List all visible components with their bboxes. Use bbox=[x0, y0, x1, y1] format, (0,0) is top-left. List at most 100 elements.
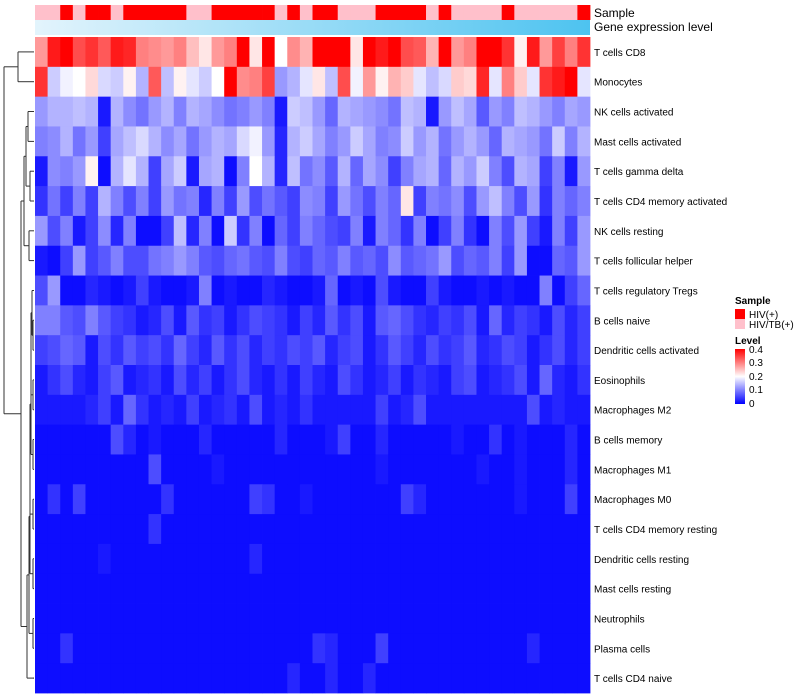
heatmap-cell bbox=[375, 394, 389, 426]
heatmap-cell bbox=[362, 37, 376, 68]
heatmap-cell bbox=[312, 424, 326, 455]
heatmap-cell bbox=[552, 424, 566, 455]
heatmap-cell bbox=[337, 603, 351, 634]
heatmap-cell bbox=[236, 245, 250, 276]
heatmap-cell bbox=[287, 215, 301, 247]
heatmap-cell bbox=[325, 305, 339, 336]
heatmap-cell bbox=[211, 186, 225, 217]
heatmap-cell bbox=[35, 573, 49, 604]
heatmap-cell bbox=[501, 543, 515, 575]
heatmap-cell bbox=[60, 335, 74, 366]
heatmap-cell bbox=[463, 126, 477, 157]
sample-annotation-cell bbox=[577, 5, 591, 20]
heatmap-cell bbox=[400, 215, 414, 247]
heatmap-cell bbox=[312, 96, 326, 127]
heatmap-cell bbox=[211, 394, 225, 426]
level-tick-0-2: 0.2 bbox=[749, 372, 763, 383]
heatmap-cell bbox=[312, 514, 326, 545]
heatmap-cell bbox=[539, 66, 553, 98]
heatmap-cell bbox=[224, 96, 238, 127]
sample-annotation-cell bbox=[236, 5, 250, 20]
heatmap-cell bbox=[463, 454, 477, 485]
heatmap-cell bbox=[451, 96, 465, 127]
heatmap-cell bbox=[451, 156, 465, 187]
heatmap-cell bbox=[98, 514, 112, 545]
heatmap-cell bbox=[312, 215, 326, 247]
heatmap-cell bbox=[501, 66, 515, 98]
heatmap-cell bbox=[35, 424, 49, 455]
heatmap-cell bbox=[438, 633, 452, 664]
heatmap-cell bbox=[135, 245, 149, 276]
row-dendrogram bbox=[3, 51, 34, 679]
heatmap-cell bbox=[463, 514, 477, 545]
heatmap-cell bbox=[35, 126, 49, 157]
sample-legend-swatch-hivtb bbox=[735, 319, 745, 329]
heatmap-cell bbox=[148, 66, 162, 98]
heatmap-cell bbox=[123, 424, 137, 455]
heatmap-cell bbox=[224, 514, 238, 545]
heatmap-cell bbox=[123, 514, 137, 545]
heatmap-cell bbox=[236, 514, 250, 545]
heatmap-cell bbox=[325, 215, 339, 247]
heatmap-cell bbox=[463, 543, 477, 575]
heatmap-cell bbox=[186, 245, 200, 276]
heatmap-cell bbox=[489, 454, 503, 485]
heatmap-cell bbox=[47, 394, 61, 426]
heatmap-cell bbox=[514, 96, 528, 127]
heatmap-cell bbox=[224, 305, 238, 336]
heatmap-cell bbox=[72, 663, 86, 694]
heatmap-cell bbox=[274, 245, 288, 276]
heatmap-cell bbox=[400, 424, 414, 455]
sample-annotation-cell bbox=[476, 5, 490, 20]
heatmap-cell bbox=[135, 633, 149, 664]
heatmap-cell bbox=[35, 514, 49, 545]
level-legend-title: Level bbox=[735, 336, 761, 347]
heatmap-cell bbox=[337, 335, 351, 366]
heatmap-cell bbox=[325, 365, 339, 396]
heatmap-cell bbox=[577, 394, 591, 426]
sample-annotation-cell bbox=[35, 5, 49, 20]
sample-annotation-cell bbox=[325, 5, 339, 20]
heatmap-cell bbox=[426, 424, 440, 455]
heatmap-cell bbox=[110, 365, 124, 396]
heatmap-cell bbox=[476, 663, 490, 694]
heatmap-cell bbox=[47, 66, 61, 98]
heatmap-cell bbox=[161, 633, 175, 664]
heatmap-cell bbox=[186, 603, 200, 634]
heatmap-cell bbox=[552, 275, 566, 306]
heatmap-cell bbox=[577, 633, 591, 664]
heatmap-cell bbox=[451, 514, 465, 545]
heatmap-cell bbox=[438, 215, 452, 247]
heatmap-cell bbox=[47, 633, 61, 664]
heatmap-cell bbox=[526, 215, 540, 247]
heatmap-cell bbox=[501, 335, 515, 366]
heatmap-cell bbox=[337, 633, 351, 664]
heatmap-cell bbox=[426, 66, 440, 98]
heatmap-cell bbox=[413, 96, 427, 127]
heatmap-cell bbox=[388, 215, 402, 247]
heatmap-cell bbox=[110, 305, 124, 336]
heatmap-cell bbox=[564, 245, 578, 276]
heatmap-cell bbox=[325, 37, 339, 68]
heatmap-cell bbox=[451, 543, 465, 575]
heatmap-cell bbox=[72, 245, 86, 276]
heatmap-cell bbox=[388, 454, 402, 485]
heatmap-cell bbox=[489, 633, 503, 664]
heatmap-cell bbox=[224, 603, 238, 634]
heatmap-cell bbox=[262, 126, 276, 157]
sample-annotation-cell bbox=[337, 5, 351, 20]
heatmap-cell bbox=[526, 603, 540, 634]
heatmap-cell bbox=[400, 335, 414, 366]
heatmap-cell bbox=[110, 37, 124, 68]
heatmap-cell bbox=[98, 156, 112, 187]
heatmap-cell bbox=[451, 66, 465, 98]
heatmap-cell bbox=[47, 484, 61, 515]
heatmap-cell bbox=[262, 573, 276, 604]
heatmap-cell bbox=[161, 215, 175, 247]
heatmap-cell bbox=[526, 573, 540, 604]
heatmap-cell bbox=[123, 186, 137, 217]
row-label: Dendritic cells activated bbox=[594, 346, 699, 357]
heatmap-cell bbox=[135, 335, 149, 366]
heatmap-cell bbox=[287, 335, 301, 366]
